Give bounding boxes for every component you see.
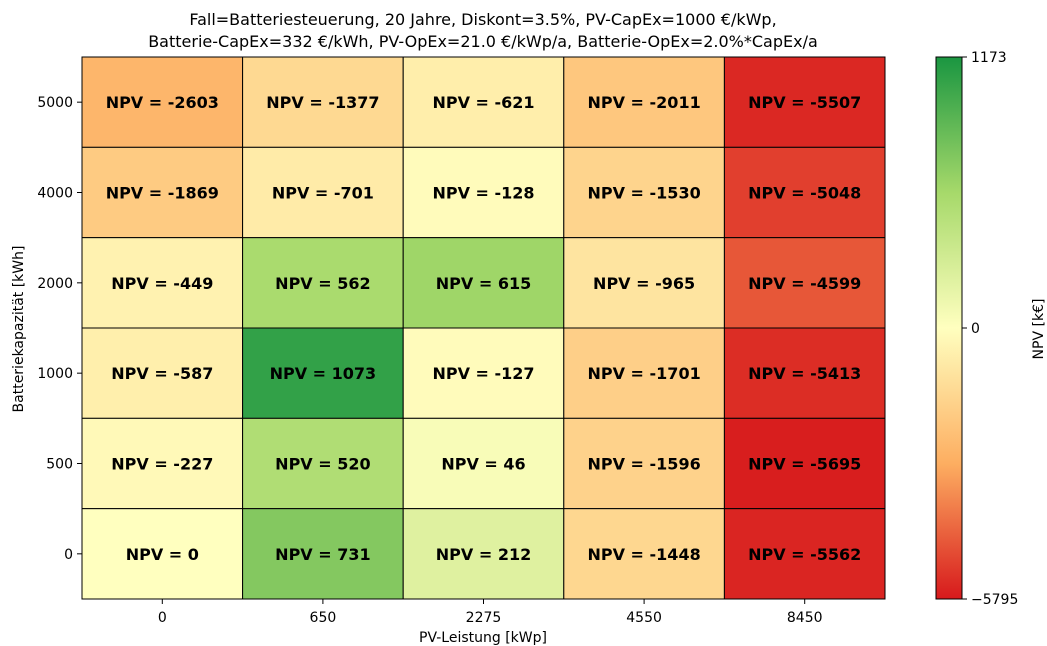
y-tick-label: 1000 xyxy=(37,366,73,382)
cell-value-label: NPV = -5413 xyxy=(748,364,861,383)
y-tick-label: 0 xyxy=(64,547,73,563)
heatmap-cell xyxy=(81,56,244,148)
cell-value-label: NPV = -1596 xyxy=(587,455,700,474)
heatmap-cell xyxy=(81,417,244,510)
cell-value-label: NPV = -587 xyxy=(111,364,213,383)
cell-value-label: NPV = -5048 xyxy=(748,184,861,203)
heatmap-cell xyxy=(242,508,404,600)
heatmap-cell xyxy=(563,56,725,148)
heatmap-cell xyxy=(723,417,886,510)
x-tick-label: 8450 xyxy=(787,610,823,626)
heatmap-cell xyxy=(563,508,725,600)
heatmap-cell xyxy=(402,56,565,148)
cell-value-label: NPV = 731 xyxy=(275,545,370,564)
cell-value-label: NPV = -1869 xyxy=(106,184,219,203)
heatmap-cell xyxy=(81,146,244,239)
cell-value-label: NPV = -1377 xyxy=(266,93,379,112)
cell-value-label: NPV = -449 xyxy=(111,274,213,293)
colorbar-gradient xyxy=(935,56,963,600)
cell-value-label: NPV = -5562 xyxy=(748,545,861,564)
heatmap-cell xyxy=(563,237,725,329)
heatmap-cell xyxy=(402,237,565,329)
cell-value-label: NPV = 212 xyxy=(436,545,531,564)
heatmap-cell xyxy=(242,417,404,510)
cell-value-label: NPV = -4599 xyxy=(748,274,861,293)
cell-value-label: NPV = -227 xyxy=(111,455,213,474)
cell-value-label: NPV = -701 xyxy=(272,184,374,203)
heatmap-cell xyxy=(723,146,886,239)
heatmap-cell xyxy=(723,508,886,600)
cell-value-label: NPV = 562 xyxy=(275,274,370,293)
heatmap-cell xyxy=(723,56,886,148)
cell-value-label: NPV = -1701 xyxy=(587,364,700,383)
cell-value-label: NPV = -621 xyxy=(432,93,534,112)
heatmap-cell xyxy=(563,327,725,419)
cell-value-label: NPV = -965 xyxy=(593,274,695,293)
chart-title-line-1: Fall=Batteriesteuerung, 20 Jahre, Diskon… xyxy=(189,10,776,29)
heatmap-cell xyxy=(723,327,886,419)
y-tick-label: 2000 xyxy=(37,276,73,292)
x-tick-label: 4550 xyxy=(626,610,662,626)
x-tick-label: 0 xyxy=(158,610,167,626)
heatmap-cell xyxy=(242,56,404,148)
cell-value-label: NPV = 0 xyxy=(126,545,199,564)
heatmap-cell xyxy=(242,327,404,419)
x-axis-label: PV-Leistung [kWp] xyxy=(419,630,547,646)
x-tick-label: 2275 xyxy=(466,610,502,626)
colorbar: NPV [k€] 1173 0 −5795 xyxy=(935,50,1047,608)
cell-value-label: NPV = -5695 xyxy=(748,455,861,474)
y-axis-label: Batteriekapazität [kWh] xyxy=(11,246,27,413)
cell-value-label: NPV = 520 xyxy=(275,455,370,474)
cell-value-label: NPV = -5507 xyxy=(748,93,861,112)
cell-value-label: NPV = -127 xyxy=(432,364,534,383)
cell-value-label: NPV = -128 xyxy=(432,184,534,203)
chart-title-line-2: Batterie-CapEx=332 €/kWh, PV-OpEx=21.0 €… xyxy=(148,32,818,51)
colorbar-tick-label: 0 xyxy=(971,321,980,337)
cell-value-label: NPV = 46 xyxy=(441,455,525,474)
heatmap-cell xyxy=(402,146,565,239)
cell-value-label: NPV = 615 xyxy=(436,274,531,293)
cell-value-label: NPV = -2603 xyxy=(106,93,219,112)
heatmap-cell xyxy=(242,237,404,329)
heatmap-cell xyxy=(723,237,886,329)
heatmap-cell xyxy=(402,417,565,510)
colorbar-label: NPV [k€] xyxy=(1031,299,1047,360)
heatmap-cells: NPV = -2603 NPV = -1377 NPV = -621 NPV = -2… xyxy=(81,56,886,600)
cell-value-label: NPV = -2011 xyxy=(587,93,700,112)
x-tick-label: 650 xyxy=(310,610,337,626)
cell-value-label: NPV = -1530 xyxy=(587,184,700,203)
heatmap-cell xyxy=(402,327,565,419)
y-tick-label: 500 xyxy=(46,457,73,473)
y-tick-label: 5000 xyxy=(37,95,73,111)
cell-value-label: NPV = -1448 xyxy=(587,545,700,564)
y-tick-label: 4000 xyxy=(37,186,73,202)
colorbar-tick-label: −5795 xyxy=(971,592,1018,608)
heatmap-cell xyxy=(402,508,565,600)
colorbar-tick-label: 1173 xyxy=(971,50,1007,66)
cell-value-label: NPV = 1073 xyxy=(270,364,377,383)
